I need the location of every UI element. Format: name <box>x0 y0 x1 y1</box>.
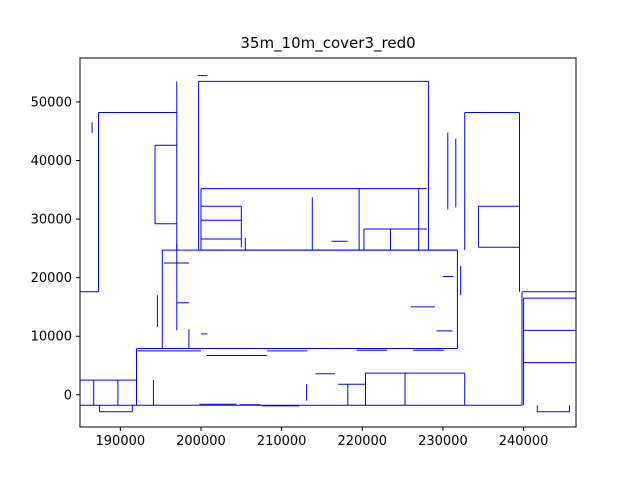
x-tick-label: 200000 <box>176 434 226 449</box>
y-tick-label: 30000 <box>31 213 72 228</box>
y-axis: 0 10000 20000 30000 40000 50000 <box>31 95 80 403</box>
plot-frame <box>79 57 577 428</box>
y-tick-label: 20000 <box>31 271 72 286</box>
x-tick-label: 240000 <box>499 434 549 449</box>
y-tick-label: 0 <box>64 388 72 403</box>
y-tick-label: 50000 <box>31 95 72 110</box>
x-tick-label: 190000 <box>96 434 146 449</box>
y-tick-label: 10000 <box>31 330 72 345</box>
x-tick-label: 210000 <box>257 434 307 449</box>
y-tick-label: 40000 <box>31 154 72 169</box>
x-axis: 190000 200000 210000 220000 230000 240000 <box>96 427 549 449</box>
x-tick-label: 230000 <box>418 434 468 449</box>
x-tick-label: 220000 <box>337 434 387 449</box>
chart-title: 35m_10m_cover3_red0 <box>240 34 415 53</box>
